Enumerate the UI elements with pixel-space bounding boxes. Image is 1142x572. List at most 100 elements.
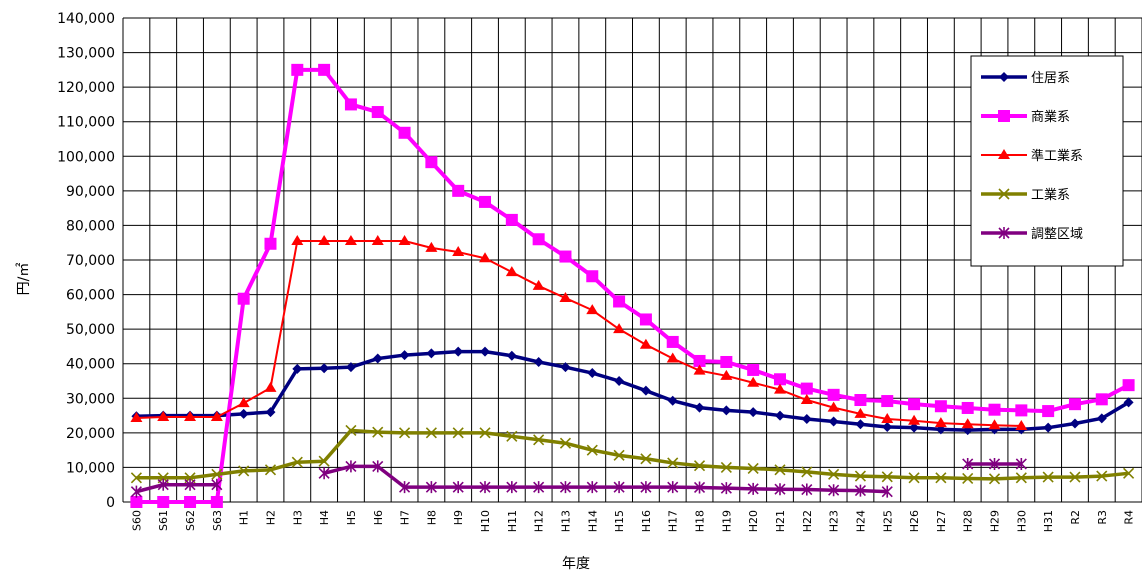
data-point (560, 362, 571, 373)
data-point (425, 156, 438, 169)
data-point (586, 270, 599, 283)
data-point (505, 213, 518, 226)
data-point (721, 405, 732, 416)
data-point (909, 422, 920, 433)
data-point (1042, 405, 1055, 418)
legend-swatch-marker (998, 149, 1010, 159)
x-tick-label: H8 (425, 510, 438, 525)
x-tick-label: H27 (935, 510, 948, 532)
data-point (157, 478, 169, 491)
data-point (934, 417, 947, 428)
data-point (292, 363, 303, 374)
data-point (935, 472, 947, 484)
data-point (1068, 398, 1081, 411)
x-axis: S60 S61 S62 S63 H1 H2 H3 H4 H5 H6 H7 H8 H9 H10 H11 H12 H… (130, 510, 1135, 532)
data-point (452, 481, 464, 494)
series-line (135, 482, 217, 494)
data-point (398, 126, 411, 139)
data-point (452, 427, 464, 439)
data-point (854, 470, 866, 482)
series-line (136, 428, 1129, 481)
y-tick-label: 110,000 (57, 115, 115, 131)
data-point (264, 237, 277, 250)
data-point (1069, 471, 1081, 483)
data-point (693, 364, 706, 375)
data-point (614, 376, 625, 386)
y-tick-label: 100,000 (57, 149, 115, 165)
data-point (318, 467, 330, 480)
x-tick-label: H2 (264, 510, 277, 525)
legend-label: 工業系 (1031, 187, 1070, 203)
data-point (318, 234, 331, 245)
legend-swatch-marker (998, 227, 1010, 239)
data-point (344, 98, 357, 111)
data-point (1015, 457, 1027, 470)
data-point (479, 252, 492, 263)
series-line (323, 464, 888, 494)
data-point (211, 468, 223, 480)
y-tick-label: 140,000 (57, 11, 115, 27)
y-tick-label: 120,000 (57, 80, 115, 96)
data-point (533, 481, 545, 494)
data-point (371, 234, 384, 245)
data-point (801, 466, 813, 478)
y-tick-label: 10,000 (66, 460, 115, 476)
data-point (426, 348, 437, 359)
data-point (452, 246, 465, 257)
x-tick-label: H14 (586, 510, 599, 532)
data-point (238, 408, 249, 419)
data-point (532, 279, 545, 290)
data-point (720, 355, 733, 368)
data-point (264, 464, 277, 476)
data-point (345, 362, 356, 373)
data-point (882, 421, 893, 432)
legend-label: 商業系 (1031, 109, 1070, 125)
data-point (479, 481, 491, 494)
data-point (1096, 470, 1108, 482)
data-point (747, 462, 759, 475)
grid (122, 17, 1142, 503)
x-tick-label: H9 (452, 510, 465, 525)
data-point (748, 407, 759, 418)
data-point (747, 376, 760, 387)
data-point (640, 385, 651, 396)
x-tick-label: H28 (962, 510, 975, 532)
data-point (479, 195, 492, 208)
x-tick-label: H16 (640, 510, 653, 532)
data-point (345, 460, 357, 473)
data-point (533, 434, 545, 446)
data-point (372, 460, 384, 473)
x-tick-label: H11 (506, 510, 519, 532)
legend-label: 準工業系 (1031, 148, 1083, 164)
x-tick-label: H24 (854, 510, 867, 532)
data-point (586, 304, 599, 315)
legend-swatch-marker (999, 72, 1009, 82)
data-point (667, 481, 679, 494)
data-point (613, 481, 625, 494)
data-point (774, 410, 785, 421)
data-point (238, 465, 250, 477)
data-point (854, 484, 866, 497)
y-tick-label: 70,000 (66, 253, 115, 269)
data-point (773, 373, 786, 386)
data-point (130, 472, 142, 484)
data-point (720, 369, 733, 380)
data-point (399, 350, 410, 361)
data-point (1123, 397, 1134, 408)
data-point (828, 416, 839, 427)
data-point (640, 481, 652, 494)
x-tick-label: H5 (345, 510, 358, 525)
x-tick-label: H30 (1015, 510, 1028, 532)
data-point (934, 400, 947, 413)
y-tick-label: 0 (106, 495, 115, 511)
data-point (506, 430, 518, 442)
data-point (801, 414, 812, 425)
x-tick-label: H20 (747, 510, 760, 532)
y-tick-label: 90,000 (66, 184, 115, 200)
data-point (291, 63, 304, 76)
data-point (800, 382, 813, 395)
series-5 (130, 457, 1027, 498)
x-tick-label: S62 (184, 510, 197, 531)
data-point (130, 411, 143, 422)
x-tick-label: S60 (130, 510, 143, 531)
